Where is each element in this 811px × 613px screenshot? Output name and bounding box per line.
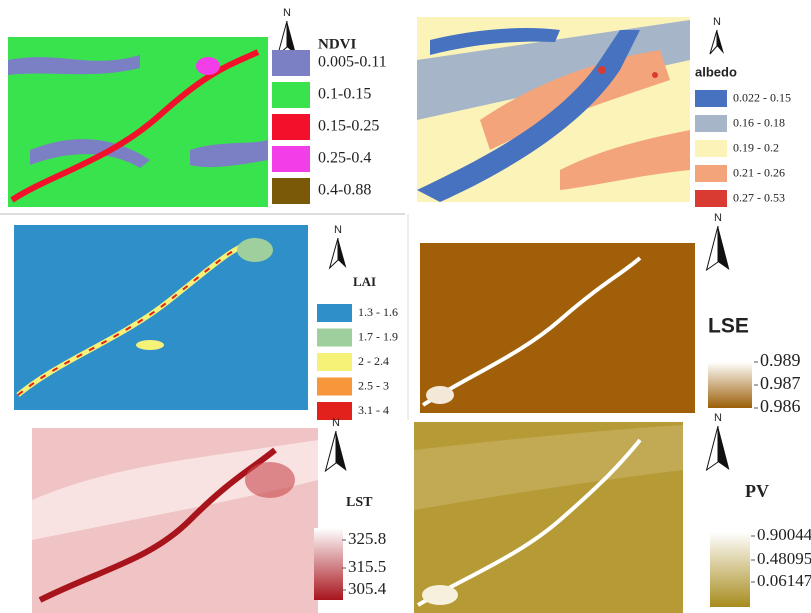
- legend-swatch: [317, 378, 352, 396]
- ramp-label: 305.4: [348, 579, 387, 598]
- legend-label: 0.1-0.15: [318, 86, 371, 103]
- legend-title: LST: [346, 495, 373, 510]
- map-patch: [422, 585, 458, 605]
- map-base: [420, 243, 695, 413]
- map-patch: [426, 386, 454, 404]
- page: {"panels": [ {"title": "NDVI", "north": …: [0, 0, 811, 613]
- lai-map: [14, 225, 308, 410]
- ramp-label: 0.06147: [757, 571, 811, 590]
- legend-swatch: [272, 178, 310, 204]
- legend-swatch: [695, 90, 727, 107]
- legend-swatch: [317, 353, 352, 371]
- north-arrow: [330, 238, 338, 268]
- north-arrow: [717, 30, 724, 54]
- north-label: N: [713, 16, 721, 28]
- legend-label: 1.7 - 1.9: [358, 329, 398, 343]
- north-label: N: [714, 412, 722, 424]
- panel: N LAI 1.3 - 1.6 1.7 - 1.9 2 - 2.4 2.5 - 3 3.1 …: [317, 224, 398, 420]
- ramp-label: 0.90044: [757, 525, 811, 544]
- legend-label: 0.005-0.11: [318, 54, 387, 71]
- color-ramp: [314, 528, 343, 600]
- legend-title: LAI: [353, 274, 376, 289]
- lst-map: [32, 428, 318, 613]
- north-arrow: [325, 431, 336, 471]
- legend-swatch: [272, 114, 310, 140]
- albedo-map: [417, 17, 690, 202]
- north-arrow: [336, 431, 347, 471]
- legend-label: 1.3 - 1.6: [358, 305, 398, 319]
- legend-label: 0.16 - 0.18: [733, 115, 785, 129]
- panel: N LSE 0.989 0.987 0.986: [707, 212, 801, 416]
- legend-label: 0.022 - 0.15: [733, 90, 791, 104]
- ramp-label: 315.5: [348, 557, 386, 576]
- north-label: N: [714, 212, 722, 224]
- panel: N NDVI 0.005-0.11 0.1-0.15 0.15-0.25 0.25-0.4…: [272, 7, 387, 204]
- legend-label: 2.5 - 3: [358, 378, 389, 392]
- color-ramp: [710, 532, 750, 607]
- north-arrow: [718, 226, 729, 270]
- legend-swatch: [272, 146, 310, 172]
- north-label: N: [283, 7, 291, 19]
- legend-label: 0.21 - 0.26: [733, 165, 785, 179]
- legend-swatch: [695, 115, 727, 132]
- ramp-label: 0.48095: [757, 549, 811, 568]
- legend-label: 0.25-0.4: [318, 150, 371, 167]
- north-arrow: [338, 238, 346, 268]
- panel: N PV 0.90044 0.48095 0.06147: [707, 412, 811, 607]
- legend-label: 3.1 - 4: [358, 403, 389, 417]
- legend-title: albedo: [695, 64, 737, 79]
- legend-title: NDVI: [318, 36, 356, 52]
- ramp-label: 0.987: [760, 373, 801, 393]
- map-patch: [136, 340, 164, 350]
- legend-swatch: [695, 165, 727, 182]
- legend-label: 2 - 2.4: [358, 354, 389, 368]
- north-label: N: [334, 224, 342, 236]
- legend-label: 0.15-0.25: [318, 118, 379, 135]
- panel: N LST 325.8 315.5 305.4: [314, 417, 387, 600]
- figure: N NDVI 0.005-0.11 0.1-0.15 0.15-0.25 0.25-0.4…: [0, 0, 811, 613]
- north-arrow: [707, 426, 718, 470]
- legend-swatch: [317, 304, 352, 322]
- map-patch: [598, 66, 606, 74]
- map-patch: [237, 238, 273, 262]
- north-arrow: [278, 21, 287, 55]
- ramp-label: 325.8: [348, 529, 386, 548]
- ndvi-map: [8, 37, 268, 207]
- north-label: N: [332, 417, 340, 429]
- north-arrow: [718, 426, 729, 470]
- legend-swatch: [695, 140, 727, 157]
- legend-title: PV: [745, 481, 769, 501]
- color-ramp: [708, 362, 752, 408]
- north-arrow: [710, 30, 717, 54]
- pv-map: [414, 422, 683, 613]
- ramp-label: 0.986: [760, 396, 801, 416]
- legend-label: 0.19 - 0.2: [733, 140, 779, 154]
- legend-swatch: [317, 329, 352, 347]
- north-arrow: [287, 21, 296, 55]
- legend-swatch: [272, 82, 310, 108]
- legend-label: 0.27 - 0.53: [733, 190, 785, 204]
- map-patch: [652, 72, 658, 78]
- north-arrow: [707, 226, 718, 270]
- legend-label: 0.4-0.88: [318, 182, 371, 199]
- legend-title: LSE: [708, 315, 749, 338]
- legend-swatch: [272, 50, 310, 76]
- ramp-label: 0.989: [760, 350, 801, 370]
- map-patch: [196, 57, 220, 75]
- map-patch: [245, 462, 295, 498]
- lse-map: [420, 243, 695, 413]
- legend-swatch: [695, 190, 727, 207]
